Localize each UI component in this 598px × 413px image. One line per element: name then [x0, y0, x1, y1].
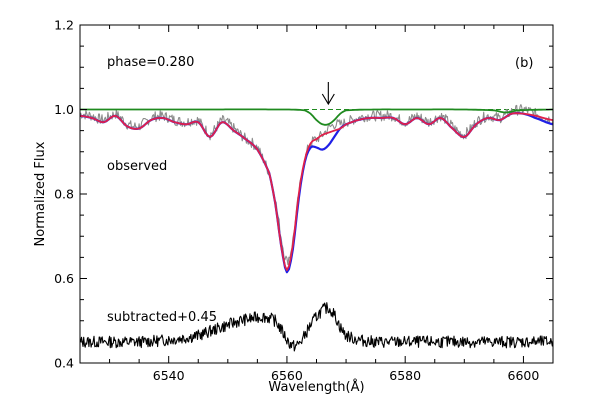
series-layer — [79, 104, 554, 352]
x-tick-label: 6540 — [153, 368, 185, 383]
y-tick-label: 1.2 — [54, 18, 74, 33]
panel-label: (b) — [515, 56, 533, 71]
phase-annotation: phase=0.280 — [107, 55, 194, 70]
series-model-blue — [79, 111, 554, 274]
y-tick-label: 0.8 — [54, 187, 74, 202]
x-tick-label: 6600 — [508, 368, 540, 383]
y-tick-label: 0.4 — [54, 356, 74, 371]
y-tick-label: 0.6 — [54, 271, 74, 286]
series-component-green — [80, 108, 553, 126]
axis-layer: 6540 6560 6580 6600 0.4 0.6 0.8 1.0 1.2 — [54, 18, 554, 383]
y-tick-label: 1.0 — [54, 102, 74, 117]
subtracted-annotation: subtracted+0.45 — [107, 310, 217, 325]
x-axis-title: Wavelength(Å) — [268, 379, 364, 395]
y-axis-title: Normalized Flux — [33, 141, 48, 246]
series-model-red — [79, 112, 554, 272]
series-observed — [79, 104, 554, 266]
observed-annotation: observed — [107, 159, 167, 174]
series-subtracted — [79, 302, 554, 352]
line-marker-arrow — [321, 82, 335, 106]
x-tick-label: 6560 — [271, 368, 303, 383]
arrow-head — [321, 93, 335, 106]
x-tick-label: 6580 — [389, 368, 421, 383]
